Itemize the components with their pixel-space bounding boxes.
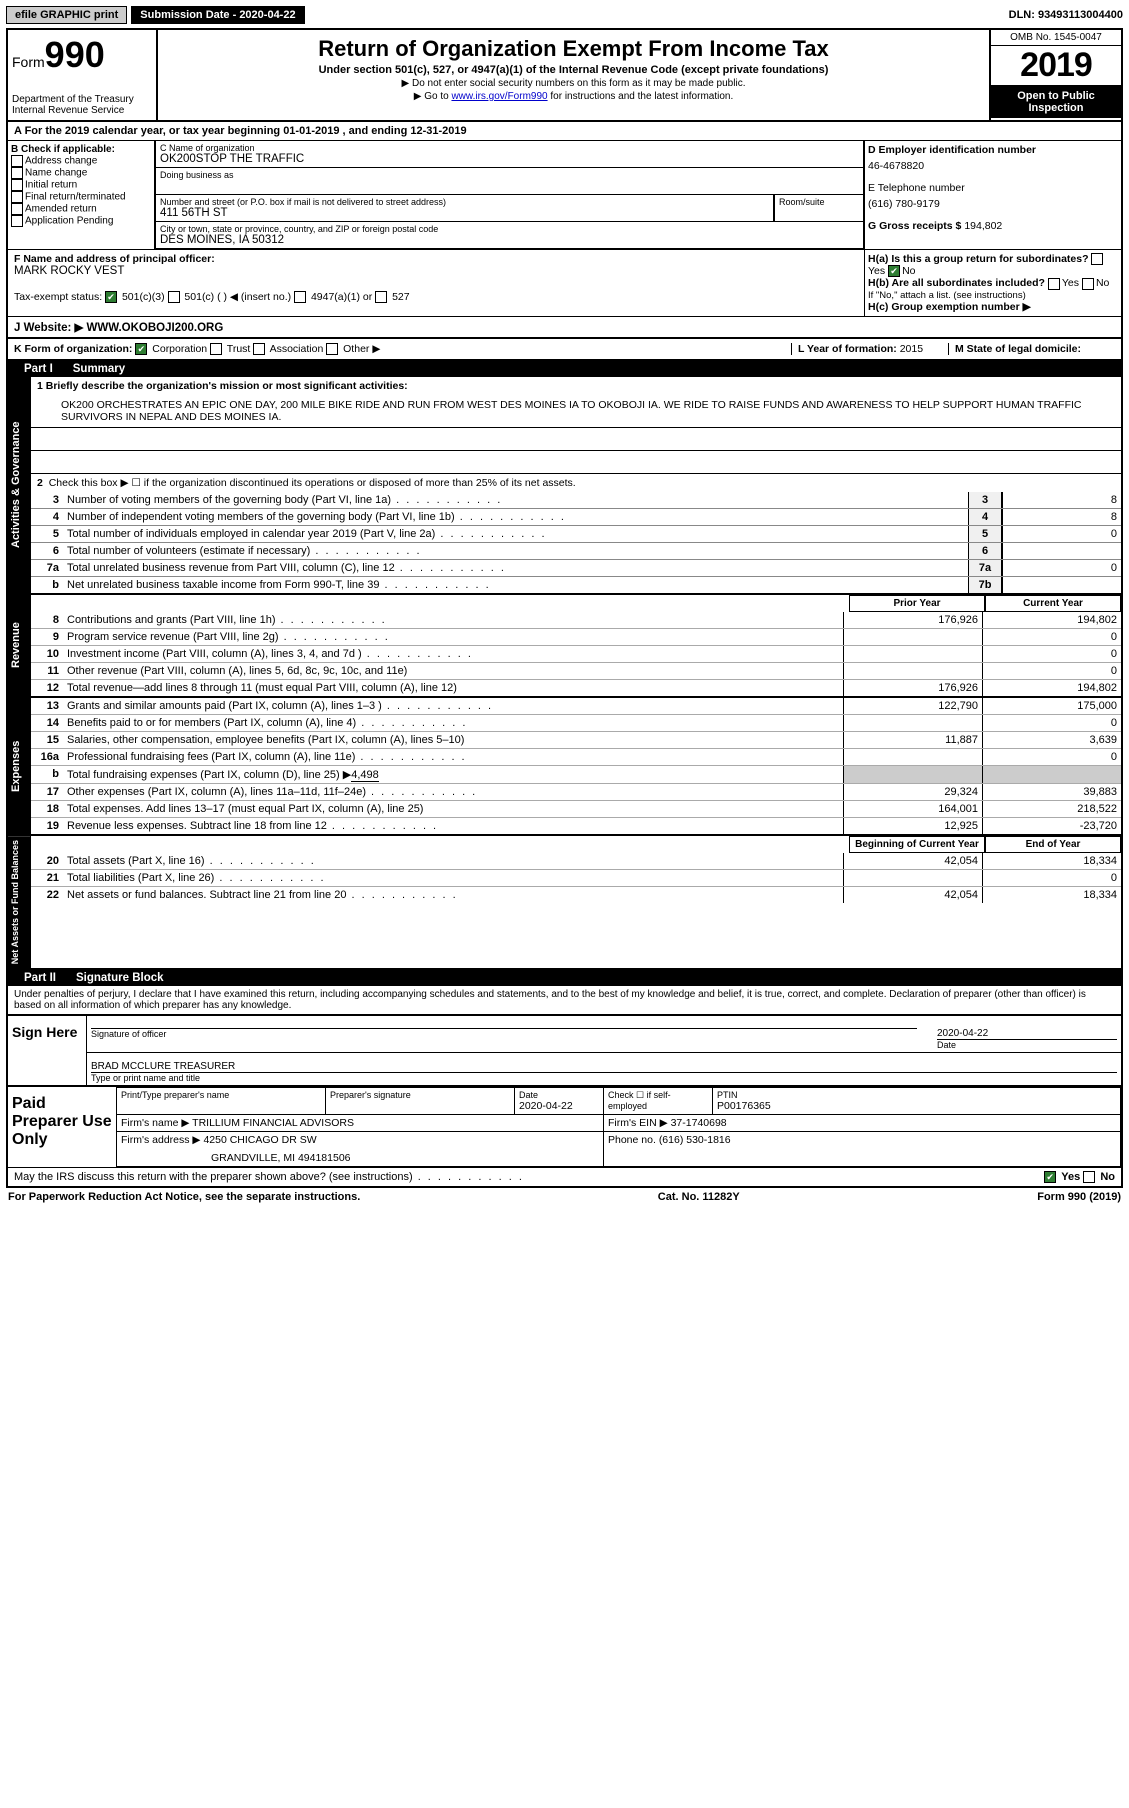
page-footer: For Paperwork Reduction Act Notice, see … [6,1188,1123,1206]
current-year-header: Current Year [985,595,1121,612]
officer-name: BRAD MCCLURE TREASURER [91,1061,1117,1072]
org-name: OK200STOP THE TRAFFIC [160,153,859,165]
mission-text: OK200 ORCHESTRATES AN EPIC ONE DAY, 200 … [31,395,1121,428]
sign-date: 2020-04-22 [937,1028,1117,1039]
form-title: Return of Organization Exempt From Incom… [166,36,981,62]
other-checkbox[interactable] [326,343,338,355]
dept-label: Department of the Treasury [12,94,152,105]
firm-name: TRILLIUM FINANCIAL ADVISORS [192,1117,354,1129]
form-label: Form [12,54,45,70]
tab-governance: Activities & Governance [8,377,30,593]
principal-officer: MARK ROCKY VEST [14,265,858,277]
subtitle-1: Under section 501(c), 527, or 4947(a)(1)… [166,64,981,76]
line-a: A For the 2019 calendar year, or tax yea… [8,122,1121,141]
501c-checkbox[interactable] [168,291,180,303]
year-formation: 2015 [900,343,923,355]
gross-receipts: 194,802 [964,220,1002,232]
end-year-header: End of Year [985,836,1121,853]
discuss-no-checkbox[interactable] [1083,1171,1095,1183]
tab-revenue: Revenue [8,595,30,696]
phone: (616) 780-9179 [868,198,1118,210]
4947-checkbox[interactable] [294,291,306,303]
address-change-checkbox[interactable] [11,155,23,167]
trust-checkbox[interactable] [210,343,222,355]
firm-phone: (616) 530-1816 [659,1134,731,1146]
hb-yes-checkbox[interactable] [1048,278,1060,290]
name-change-checkbox[interactable] [11,167,23,179]
hb-no-checkbox[interactable] [1082,278,1094,290]
perjury-text: Under penalties of perjury, I declare th… [8,986,1121,1014]
section-c: C Name of organization OK200STOP THE TRA… [155,141,1121,249]
org-city: DES MOINES, IA 50312 [160,234,859,246]
tab-expenses: Expenses [8,698,30,834]
amended-return-checkbox[interactable] [11,203,23,215]
prior-year-header: Prior Year [849,595,985,612]
l4-val: 8 [1002,509,1121,525]
501c3-checkbox[interactable]: ✔ [105,291,117,303]
form-number: 990 [45,34,105,75]
irs-link[interactable]: www.irs.gov/Form990 [451,91,547,102]
preparer-table: Print/Type preparer's name Preparer's si… [116,1087,1121,1167]
efile-button[interactable]: efile GRAPHIC print [6,6,127,24]
subtitle-3: ▶ Go to www.irs.gov/Form990 for instruct… [166,91,981,102]
firm-ein: 37-1740698 [671,1117,727,1129]
tax-year: 2019 [991,46,1121,85]
discuss-yes-checkbox[interactable]: ✔ [1044,1171,1056,1183]
org-street: 411 56TH ST [160,207,769,219]
assoc-checkbox[interactable] [253,343,265,355]
527-checkbox[interactable] [375,291,387,303]
begin-year-header: Beginning of Current Year [849,836,985,853]
section-b: B Check if applicable: Address change Na… [8,141,155,249]
form-container: Form990 Department of the Treasury Inter… [6,28,1123,1188]
irs-label: Internal Revenue Service [12,105,152,116]
final-return-checkbox[interactable] [11,191,23,203]
l5-val: 0 [1002,526,1121,542]
l6-val [1002,543,1121,559]
subtitle-2: ▶ Do not enter social security numbers o… [166,78,981,89]
ha-yes-checkbox[interactable] [1091,253,1103,265]
submission-date-button[interactable]: Submission Date - 2020-04-22 [131,6,304,24]
initial-return-checkbox[interactable] [11,179,23,191]
open-public-label: Open to Public Inspection [991,85,1121,118]
ein: 46-4678820 [868,160,1118,172]
dln-text: DLN: 93493113004400 [1009,9,1123,21]
corp-checkbox[interactable]: ✔ [135,343,147,355]
l3-val: 8 [1002,492,1121,508]
ptin-val: P00176365 [717,1100,1116,1112]
top-bar: efile GRAPHIC print Submission Date - 20… [6,6,1123,24]
tab-net-assets: Net Assets or Fund Balances [8,836,30,968]
l7a-val: 0 [1002,560,1121,576]
l7b-val [1002,577,1121,593]
omb-number: OMB No. 1545-0047 [991,30,1121,46]
website: WWW.OKOBOJI200.ORG [87,322,224,334]
part2-header: Part II Signature Block [8,970,1121,986]
form-header: Form990 Department of the Treasury Inter… [8,30,1121,122]
ha-no-checkbox[interactable]: ✔ [888,265,900,277]
sign-here-section: Sign Here Signature of officer 2020-04-2… [8,1014,1121,1085]
part1-header: Part I Summary [8,361,1121,377]
paid-preparer-label: Paid Preparer Use Only [8,1087,116,1167]
app-pending-checkbox[interactable] [11,215,23,227]
